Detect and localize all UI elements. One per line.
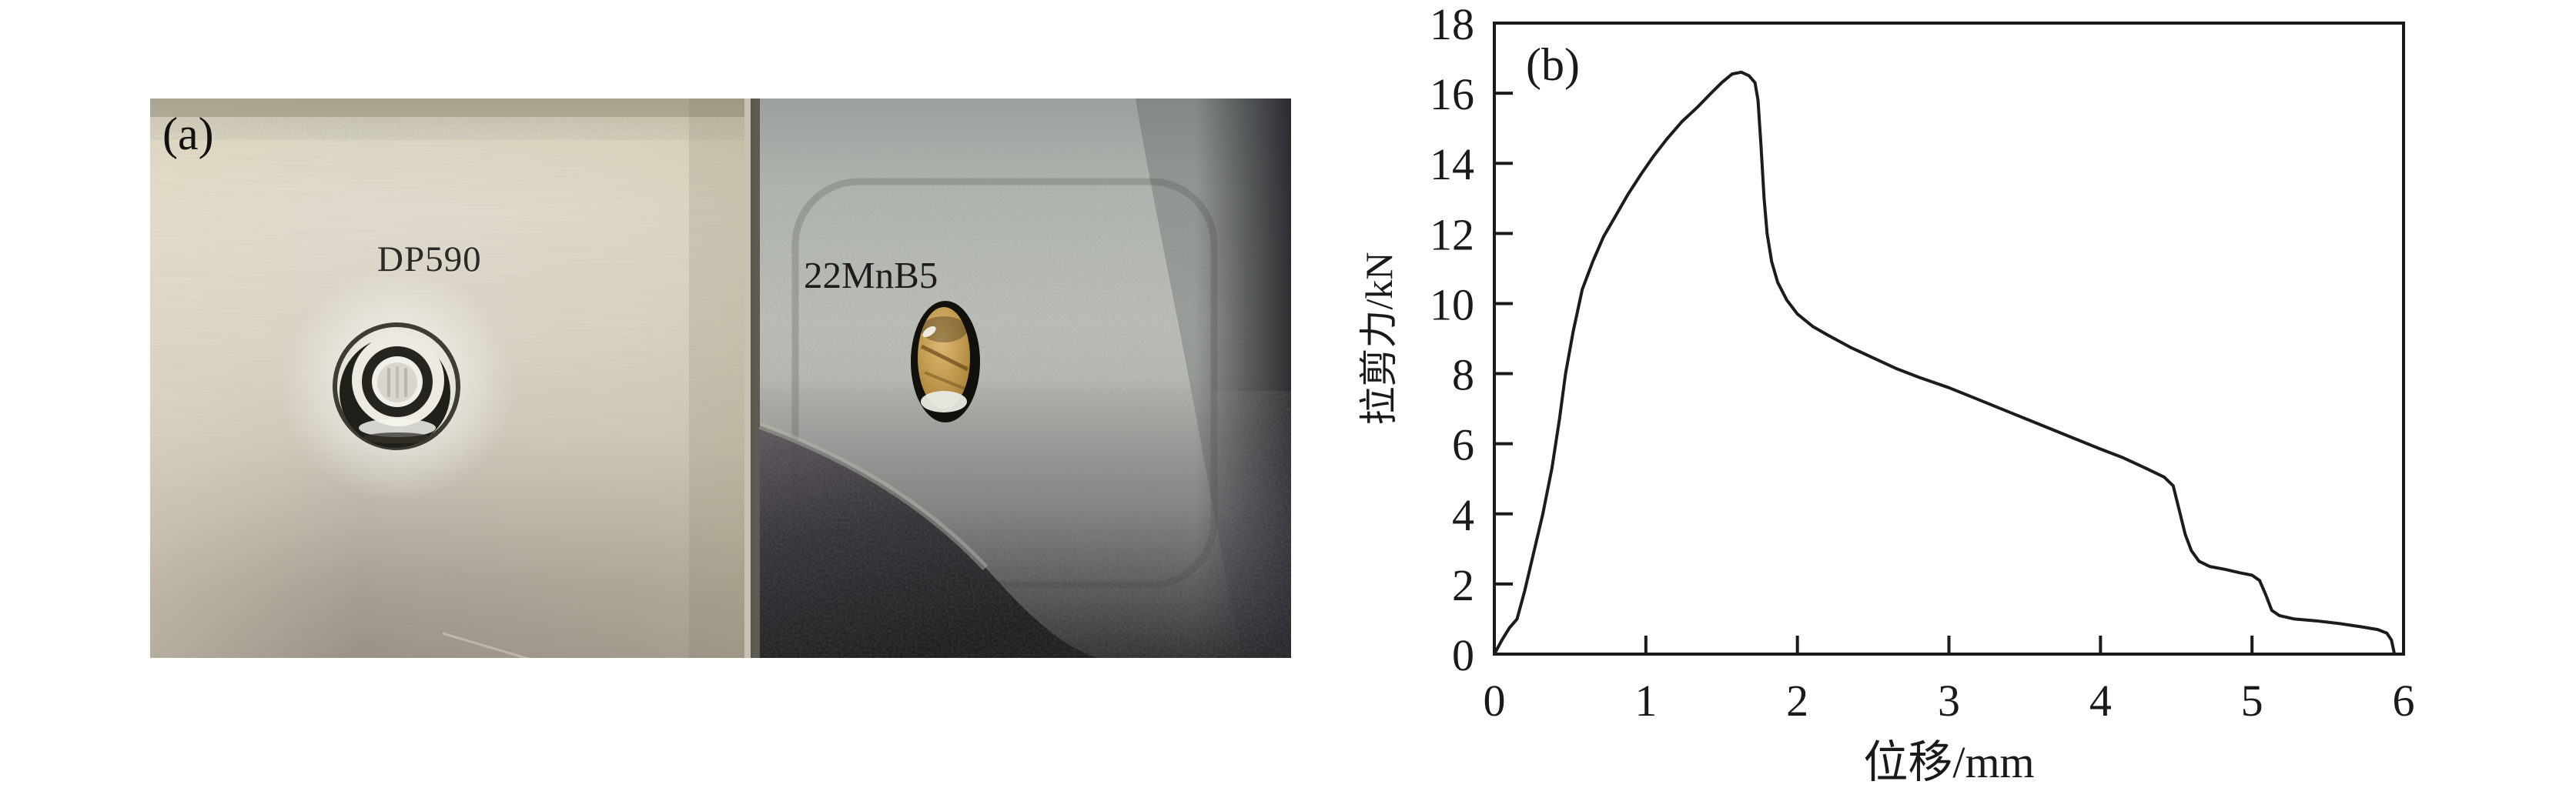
y-axis-tick-label: 18 (1430, 0, 1474, 49)
material-label-22mnb5: 22MnB5 (804, 254, 938, 296)
material-label-dp590: DP590 (377, 239, 482, 279)
x-axis-tick-label: 1 (1634, 676, 1657, 726)
panel-a-photo: (a) DP590 22MnB5 (150, 98, 1291, 658)
y-axis-tick-label: 0 (1452, 630, 1474, 680)
y-axis-tick-label: 2 (1452, 560, 1474, 610)
y-axis-tick-label: 16 (1430, 69, 1474, 119)
y-axis-title: 拉剪力/kN (1357, 252, 1400, 426)
y-axis-tick-label: 14 (1430, 139, 1474, 189)
x-axis-tick-label: 6 (2393, 676, 2415, 726)
photo-artwork (150, 98, 1291, 658)
y-axis-tick-label: 4 (1452, 490, 1474, 540)
x-axis-tick-label: 5 (2241, 676, 2263, 726)
x-axis-title: 位移/mm (1863, 737, 2034, 787)
y-axis-tick-label: 12 (1430, 209, 1474, 259)
y-axis-tick-label: 8 (1452, 350, 1474, 400)
x-axis-tick-label: 0 (1484, 676, 1506, 726)
x-axis-tick-label: 3 (1938, 676, 1960, 726)
rivet (281, 268, 515, 502)
punched-hole (911, 301, 980, 422)
y-axis-tick-label: 6 (1452, 420, 1474, 470)
x-axis-tick-label: 2 (1786, 676, 1808, 726)
plate-divider (744, 98, 760, 658)
panel-b-label: (b) (1526, 39, 1580, 90)
panel-a-label: (a) (162, 109, 214, 159)
force-displacement-curve (1493, 70, 2397, 656)
right-plate-surface (758, 98, 1291, 658)
x-axis-tick-label: 4 (2089, 676, 2112, 726)
y-axis-tick-label: 10 (1430, 279, 1474, 329)
plot-frame (1493, 22, 2405, 656)
